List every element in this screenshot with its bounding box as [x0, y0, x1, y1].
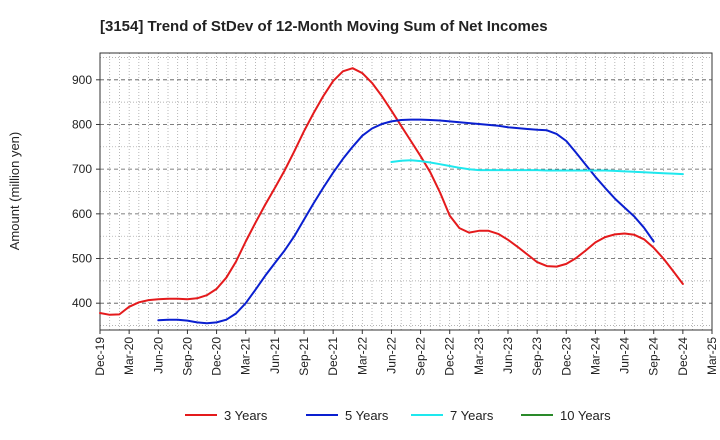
plot-frame: [99, 52, 713, 331]
y-axis-label: Amount (million yen): [7, 132, 22, 251]
legend-label-3-years: 3 Years: [224, 408, 268, 423]
x-tick-label: Mar-25: [705, 337, 719, 375]
series-line-5-years: [157, 118, 655, 325]
legend-label-5-years: 5 Years: [345, 408, 389, 423]
legend: 3 Years 5 Years 7 Years 10 Years: [185, 408, 611, 423]
x-tick-label: Sep-20: [180, 337, 194, 376]
x-tick-label: Mar-20: [122, 337, 136, 375]
series-line-7-years: [390, 159, 684, 176]
chart-title: [3154] Trend of StDev of 12-Month Moving…: [100, 18, 548, 35]
y-tick-label: 600: [72, 207, 92, 221]
x-tick-label: Jun-24: [618, 337, 632, 374]
x-tick-label: Dec-19: [93, 337, 107, 376]
legend-label-10-years: 10 Years: [560, 408, 611, 423]
x-tick-label: Dec-20: [210, 337, 224, 376]
y-tick-label: 900: [72, 73, 92, 87]
y-tick-label: 800: [72, 117, 92, 131]
x-tick-label: Mar-22: [355, 337, 369, 375]
x-tick-label: Dec-23: [559, 337, 573, 376]
plot-area: 400 500 600 700 800 900 Dec-19 Mar-20 Jun-20 Sep-…: [72, 52, 719, 376]
y-tick-label: 400: [72, 296, 92, 310]
x-tick-label: Mar-23: [472, 337, 486, 375]
x-tick-label: Dec-22: [443, 337, 457, 376]
x-tick-label: Sep-23: [530, 337, 544, 376]
x-tick-label: Dec-24: [676, 337, 690, 376]
x-tick-label: Jun-22: [384, 337, 398, 374]
series-line-3-years: [99, 67, 684, 316]
y-tick-label: 500: [72, 252, 92, 266]
x-tick-label: Jun-20: [151, 337, 165, 374]
x-tick-label: Mar-21: [239, 337, 253, 375]
x-tick-label: Sep-22: [414, 337, 428, 376]
x-tick-label: Sep-24: [647, 337, 661, 376]
x-tick-label: Sep-21: [297, 337, 311, 376]
x-tick-label: Jun-21: [268, 337, 282, 374]
x-tick-label: Jun-23: [501, 337, 515, 374]
legend-label-7-years: 7 Years: [450, 408, 494, 423]
y-tick-label: 700: [72, 162, 92, 176]
x-tick-label: Dec-21: [326, 337, 340, 376]
x-tick-label: Mar-24: [588, 337, 602, 375]
